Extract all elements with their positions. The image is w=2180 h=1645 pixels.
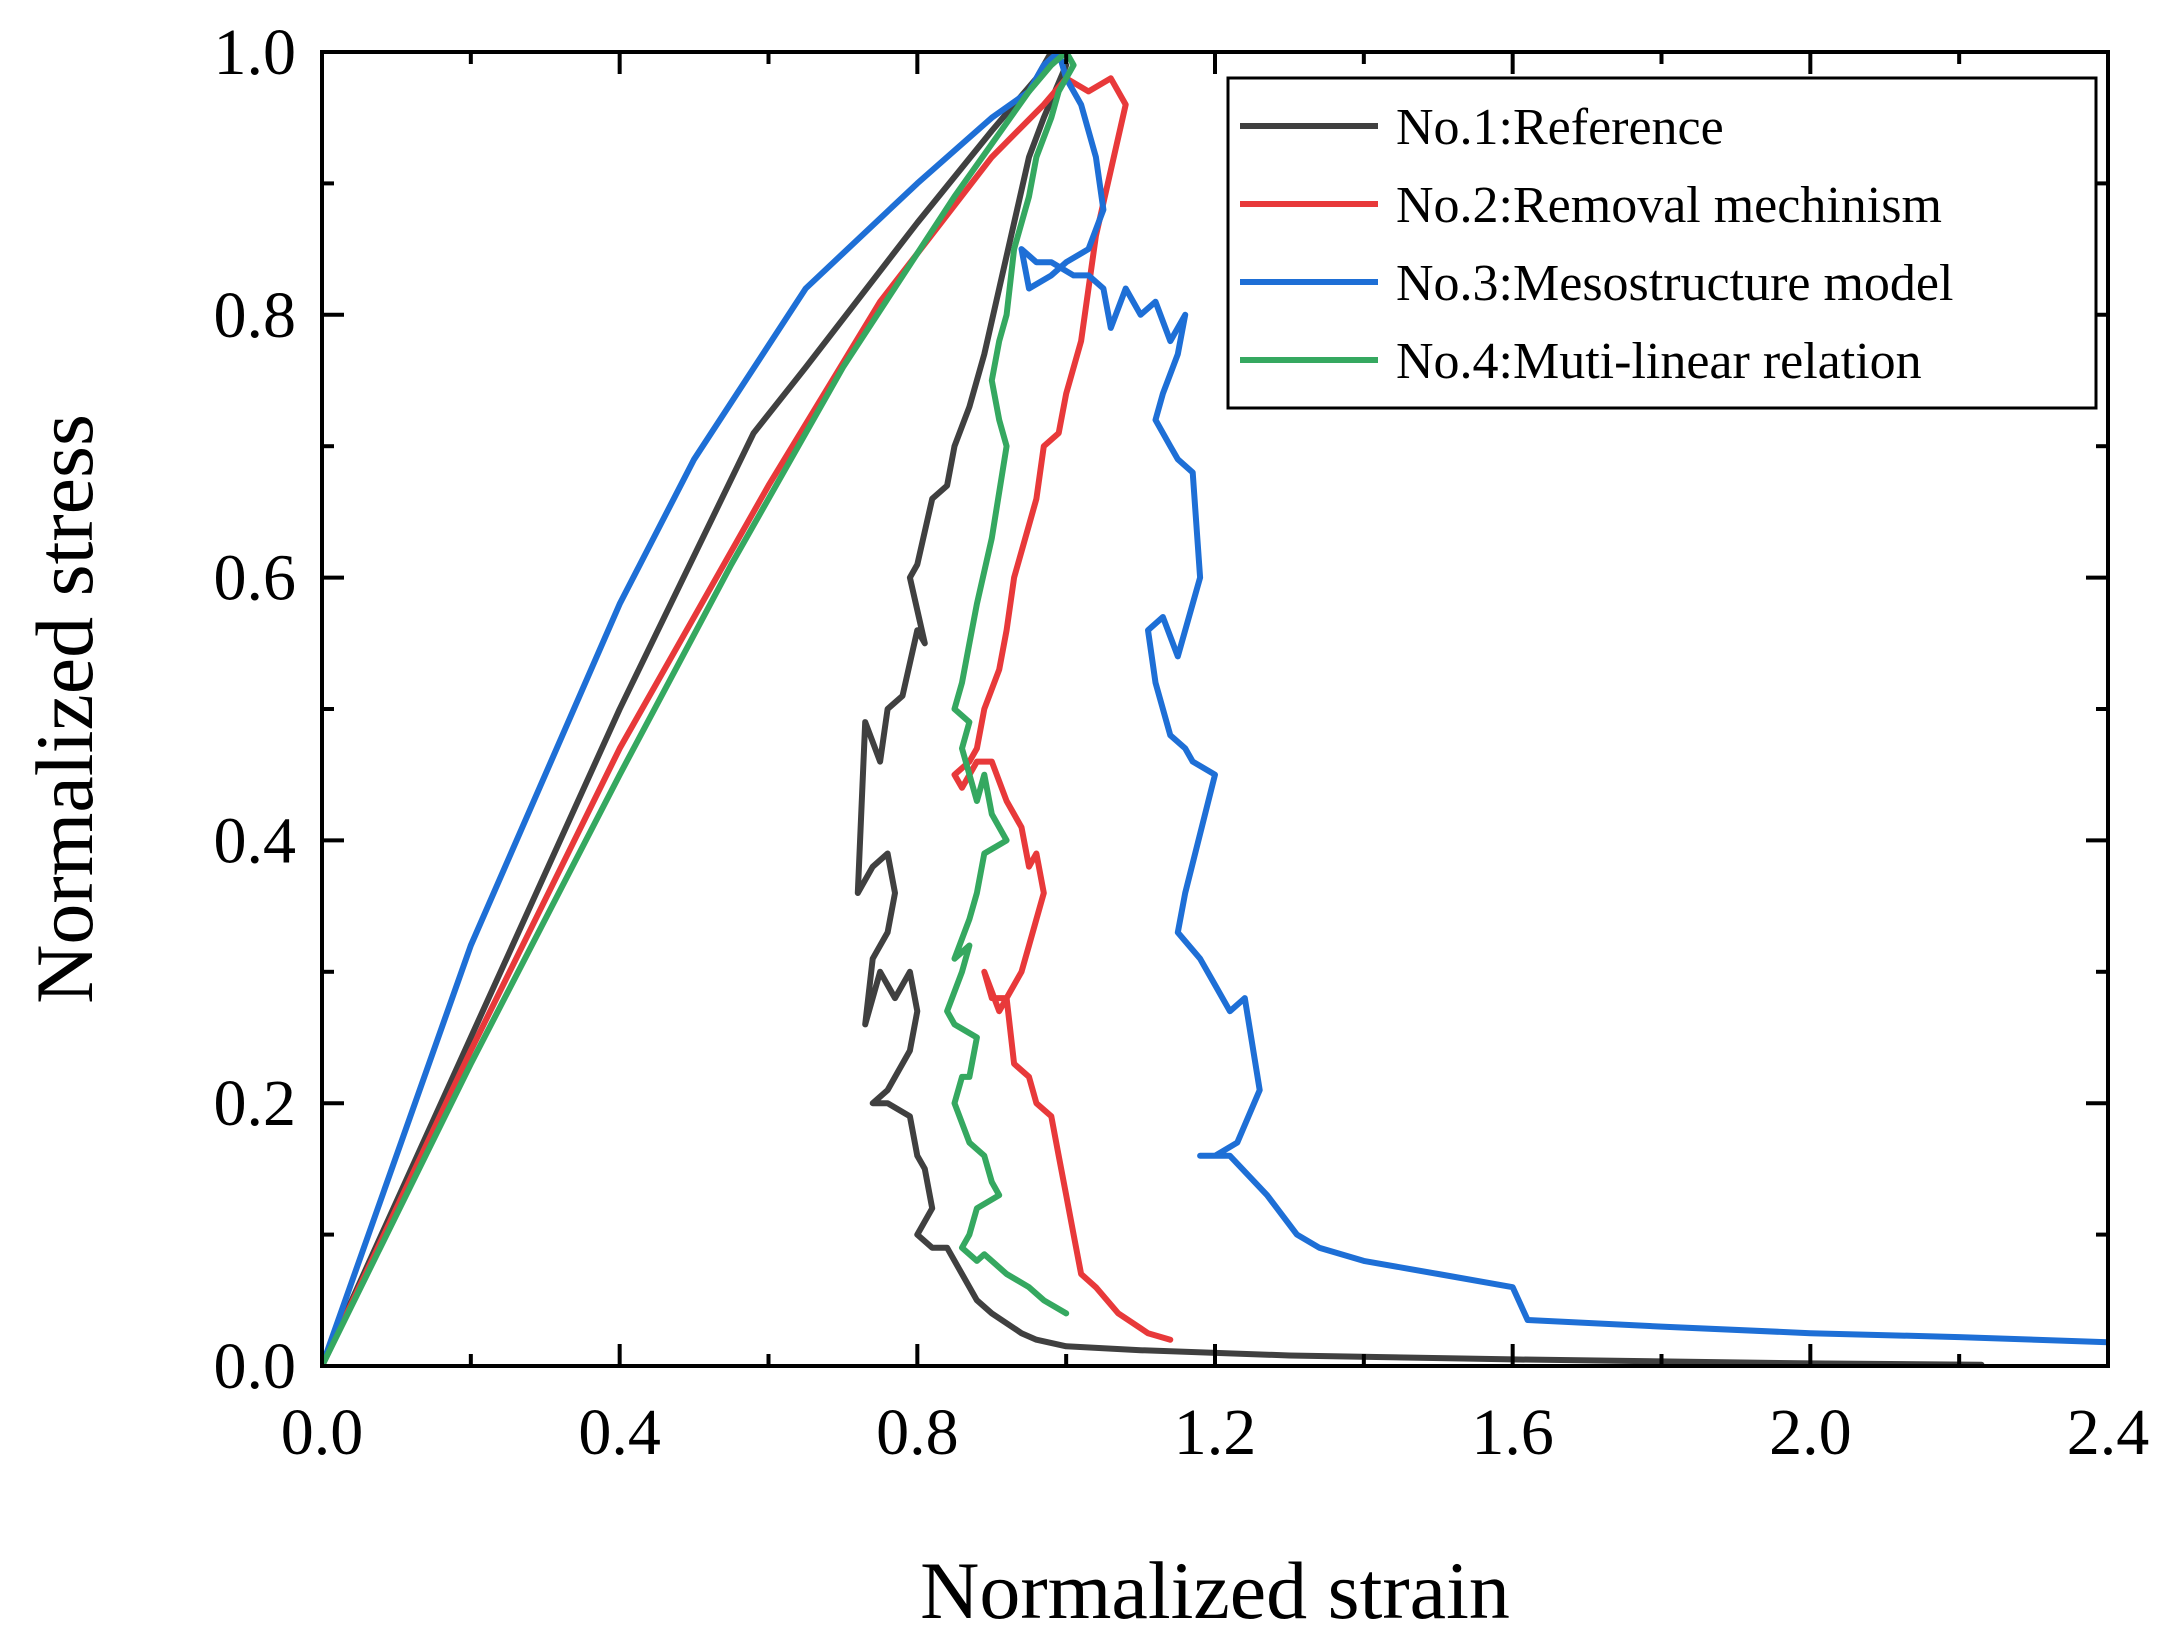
x-tick-label: 1.2 [1174, 1396, 1257, 1469]
legend-box [1226, 76, 2098, 410]
x-tick-label: 2.0 [1769, 1396, 1852, 1469]
x-tick-label: 2.4 [2067, 1396, 2150, 1469]
x-tick-label: 1.6 [1471, 1396, 1554, 1469]
legend-label-4: No.4:Muti-linear relation [1396, 333, 1922, 390]
y-tick-label: 0.8 [214, 279, 297, 352]
y-tick-label: 0.4 [214, 804, 297, 877]
legend: No.1:Reference No.2:Removal mechinism No.3… [1226, 76, 2098, 410]
x-tick-label: 0.8 [876, 1396, 959, 1469]
y-axis-title: Normalized stress [19, 414, 110, 1004]
series-layer [322, 52, 2108, 1366]
legend-label-3: No.3:Mesostructure model [1396, 255, 1953, 312]
series-line-3 [322, 52, 2108, 1366]
y-tick-label: 1.0 [214, 16, 297, 89]
x-tick-labels: 0.0 0.4 0.8 1.2 1.6 2.0 2.4 [281, 1396, 2150, 1469]
series-line-4 [322, 52, 1077, 1366]
ticks-layer [320, 50, 2110, 1368]
x-tick-label: 0.0 [281, 1396, 364, 1469]
legend-label-1: No.1:Reference [1396, 99, 1724, 156]
legend-label-2: No.2:Removal mechinism [1396, 177, 1942, 234]
y-tick-label: 0.0 [214, 1330, 297, 1403]
x-tick-label: 0.4 [578, 1396, 661, 1469]
series-line-1 [322, 52, 1985, 1366]
y-tick-labels: 0.0 0.2 0.4 0.6 0.8 1.0 [214, 16, 297, 1403]
y-tick-label: 0.2 [214, 1067, 297, 1140]
series-line-2 [322, 75, 1174, 1366]
x-axis-title: Normalized strain [920, 1545, 1510, 1636]
y-tick-label: 0.6 [214, 542, 297, 615]
legend-items: No.1:Reference No.2:Removal mechinism No.3… [1240, 99, 1953, 390]
